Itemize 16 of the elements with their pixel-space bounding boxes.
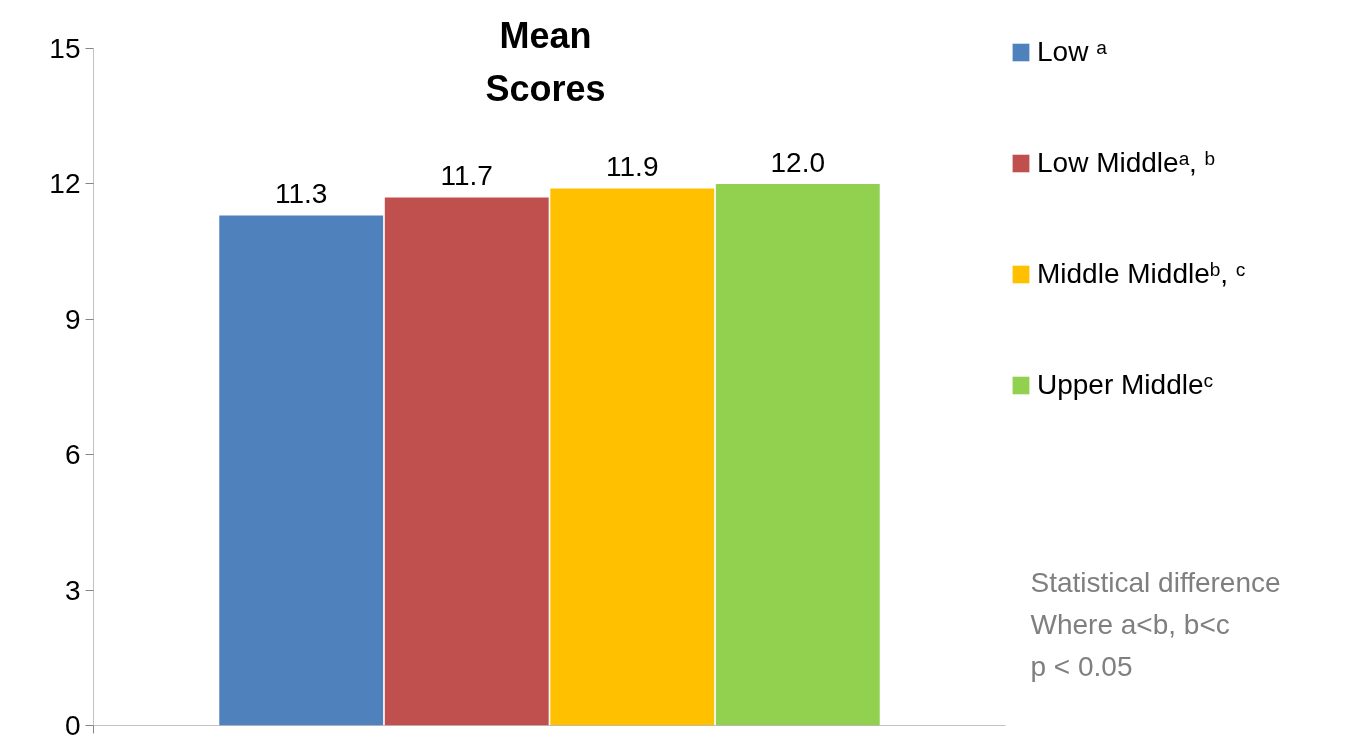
data-label: 12.0	[770, 146, 826, 178]
legend-label: Upper Middleᶜ	[1037, 368, 1214, 402]
chart-title: Mean Scores	[485, 15, 606, 109]
legend-label: Low Middleᵃ, ᵇ	[1037, 146, 1216, 180]
data-label: 11.3	[275, 178, 328, 210]
legend-label: Middle Middleᵇ, ᶜ	[1037, 257, 1246, 291]
y-tick-label: 9	[64, 303, 81, 335]
y-tick-label: 6	[64, 439, 81, 471]
text: Statistical difference Where a<b, b<c p < 0.05	[1030, 567, 1281, 682]
legend-label: Low ᵃ	[1037, 35, 1107, 69]
y-tick-label: 15	[49, 33, 81, 64]
y-tick-label: 0	[64, 710, 81, 740]
data-label: 11.9	[606, 151, 659, 183]
y-tick-label: 3	[64, 574, 81, 606]
y-tick-label: 12	[49, 168, 81, 200]
data-label: 11.7	[440, 160, 493, 192]
